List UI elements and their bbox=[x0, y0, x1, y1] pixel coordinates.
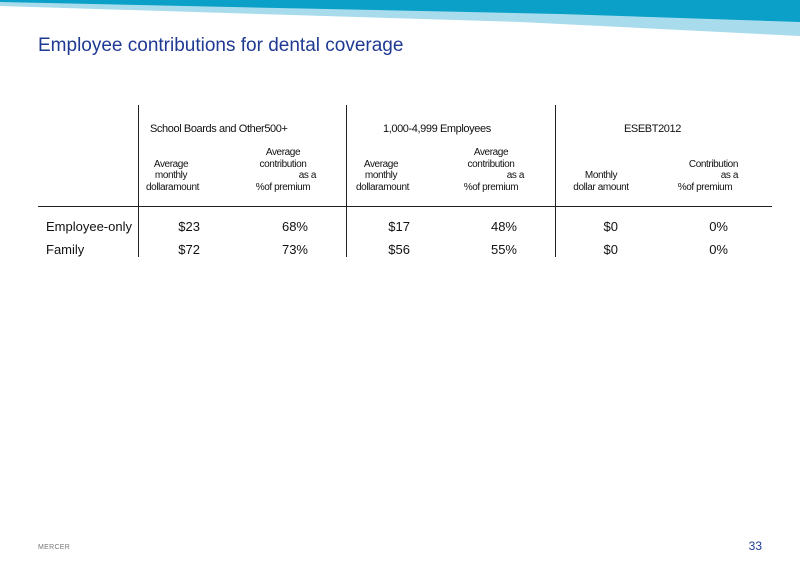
cell-value: 48% bbox=[490, 219, 517, 234]
cell-value: 73% bbox=[281, 242, 308, 257]
group-header-esebt2012: ESEBT2012 bbox=[624, 123, 681, 135]
subheader-contribution-1: Average contribution as a %of premium bbox=[255, 147, 317, 193]
subheader-monthly-dollar: Monthly dollar amount bbox=[573, 170, 629, 193]
cell-value: 55% bbox=[490, 242, 517, 257]
cell-value: $0 bbox=[603, 219, 618, 234]
column-divider bbox=[555, 105, 556, 257]
cell-value: 0% bbox=[709, 242, 728, 257]
header-banner bbox=[0, 0, 800, 36]
header-rule bbox=[38, 206, 772, 207]
cell-value: $0 bbox=[603, 242, 618, 257]
subheader-avg-monthly-1: Average monthly dollaramount bbox=[146, 158, 200, 193]
cell-value: $23 bbox=[178, 219, 200, 234]
page-title: Employee contributions for dental covera… bbox=[38, 35, 404, 56]
row-label-family: Family bbox=[46, 242, 85, 257]
subheader-avg-monthly-2: Average monthly dollaramount bbox=[356, 158, 410, 193]
data-table: School Boards and Other500+ 1,000-4,999 … bbox=[38, 105, 772, 257]
column-divider bbox=[138, 105, 139, 257]
group-header-school-boards: School Boards and Other500+ bbox=[150, 123, 288, 135]
column-divider bbox=[346, 105, 347, 257]
subheader-contribution-3: Contribution as a %of premium bbox=[677, 158, 739, 193]
row-label-employee-only: Employee-only bbox=[46, 219, 132, 234]
cell-value: 68% bbox=[281, 219, 308, 234]
cell-value: $17 bbox=[388, 219, 410, 234]
cell-value: $72 bbox=[178, 242, 200, 257]
cell-value: 0% bbox=[709, 219, 728, 234]
group-header-1000-4999: 1,000-4,999 Employees bbox=[383, 123, 491, 135]
page-number: 33 bbox=[748, 539, 762, 553]
cell-value: $56 bbox=[388, 242, 410, 257]
subheader-contribution-2: Average contribution as a %of premium bbox=[463, 147, 525, 193]
mercer-logo-text: MERCER bbox=[38, 544, 71, 551]
